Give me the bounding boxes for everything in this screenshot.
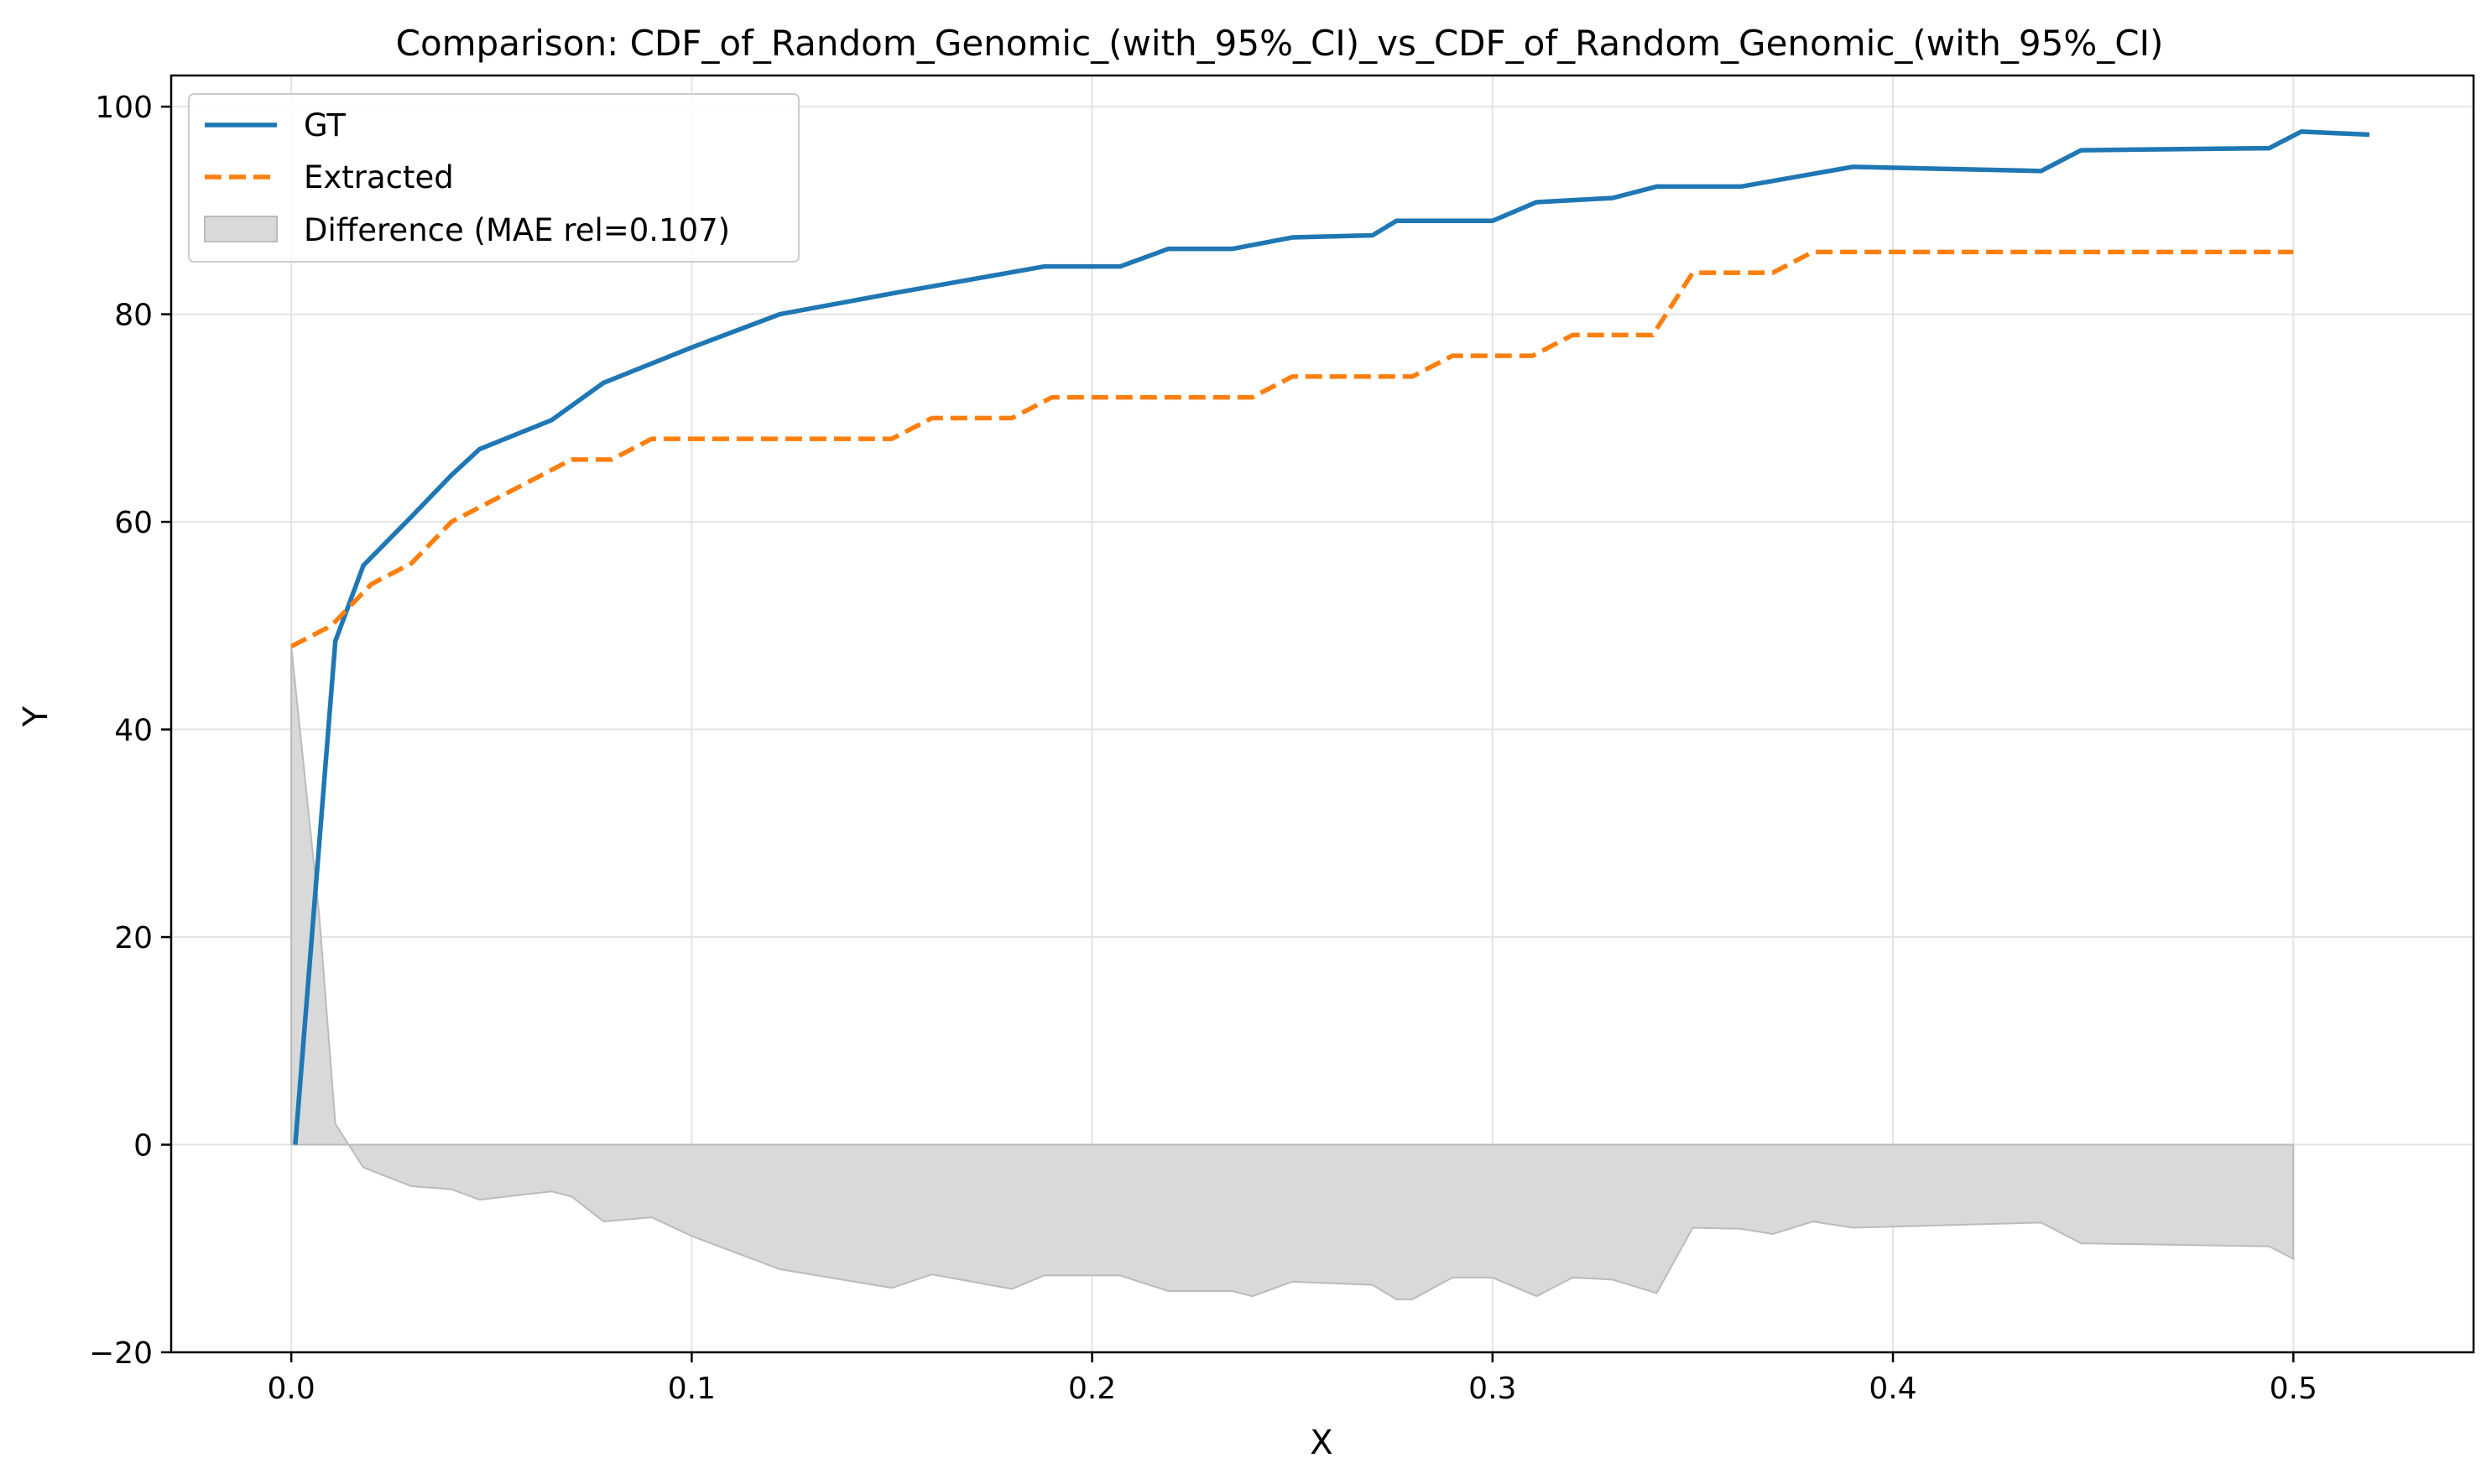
legend-frame: [188, 93, 800, 263]
y-tick-label: 20: [114, 921, 153, 955]
plot-frame: [169, 74, 2475, 1354]
x-tick-label: 0.5: [2270, 1372, 2317, 1406]
y-tick-label: 40: [114, 714, 153, 748]
legend: GT Extracted Difference (MAE rel=0.107): [188, 93, 800, 263]
y-tick-label: −20: [89, 1336, 153, 1371]
legend-gt-label: GT: [304, 107, 346, 143]
difference-area: [290, 646, 2295, 1300]
legend-difference-swatch: [204, 216, 278, 242]
series-lines-layer: [289, 129, 2370, 1145]
y-tick-label: 0: [133, 1129, 153, 1164]
legend-extracted-label: Extracted: [304, 159, 454, 195]
y-tick-label: 100: [95, 91, 153, 125]
gt-series-line: [293, 129, 2370, 1145]
chart-title: Comparison: CDF_of_Random_Genomic_(with_…: [396, 23, 2164, 64]
y-tick-label: 60: [114, 506, 153, 540]
axes-frame: [169, 74, 2475, 1354]
x-tick-label: 0.0: [268, 1372, 315, 1406]
y-axis-label: Y: [17, 706, 55, 727]
y-tick-label: 80: [114, 299, 153, 333]
x-axis-label: X: [1310, 1424, 1332, 1462]
x-tick-label: 0.2: [1068, 1372, 1116, 1406]
legend-difference-label: Difference (MAE rel=0.107): [304, 212, 730, 248]
x-axis-ticks: 0.0 0.1 0.2 0.3 0.4 0.5: [268, 1352, 2317, 1406]
extracted-series-line: [289, 249, 2294, 649]
difference-area-layer: [290, 646, 2295, 1300]
x-tick-label: 0.3: [1468, 1372, 1516, 1406]
x-tick-label: 0.1: [668, 1372, 716, 1406]
x-tick-label: 0.4: [1869, 1372, 1916, 1406]
y-axis-ticks: −20 0 20 40 60 80 100: [89, 91, 171, 1371]
